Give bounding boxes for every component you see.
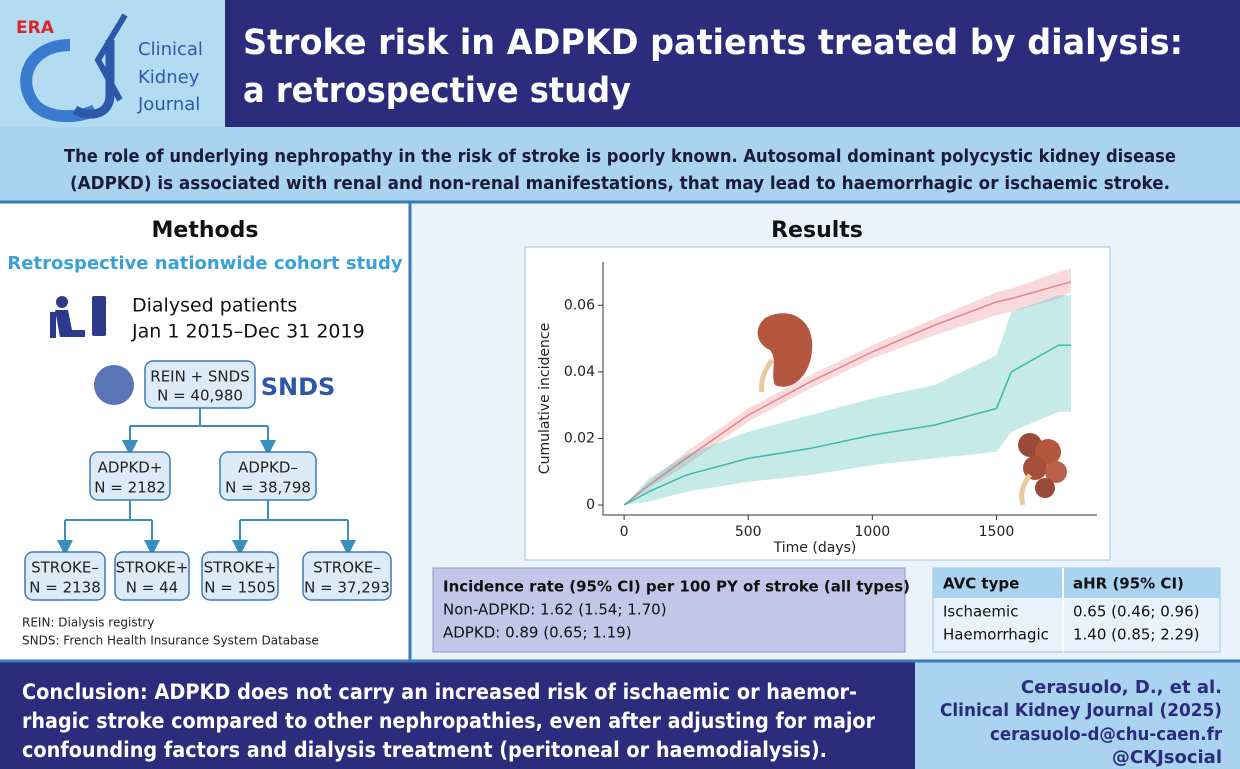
title: Stroke risk in ADPKD patients treated by… [243, 23, 1183, 63]
citation: Cerasuolo, D., et al. [1021, 677, 1222, 698]
citation: Clinical Kidney Journal (2025) [940, 700, 1222, 721]
table-cell: 1.40 (0.85; 2.29) [1073, 626, 1200, 644]
snds-logo: SNDS [261, 373, 336, 401]
note: SNDS: French Health Insurance System Dat… [22, 634, 319, 648]
table-cell: Haemorrhagic [943, 626, 1049, 644]
ci-band [624, 268, 1071, 506]
incidence-row: Non-ADPKD: 1.62 (1.54; 1.70) [443, 601, 667, 619]
logo-text: Journal [137, 94, 200, 115]
y-tick-label: 0.06 [564, 297, 595, 313]
box-text: ADPKD– [238, 459, 298, 477]
box-text: STROKE– [31, 559, 99, 577]
citation-bg [915, 660, 1240, 769]
incidence-box [432, 567, 906, 653]
dialysis-icon [50, 296, 106, 338]
outcome-box [114, 551, 190, 601]
title: a retrospective study [243, 71, 631, 111]
box-text: ADPKD+ [98, 459, 163, 477]
box-text: N = 2182 [94, 479, 166, 497]
box-text: N = 1505 [204, 579, 276, 597]
connector [130, 408, 268, 427]
logo-org: ERA [16, 18, 55, 38]
rein-icon [94, 365, 134, 405]
line [623, 281, 1072, 506]
box-text: REIN + SNDS [150, 368, 249, 386]
methods-heading: Methods [152, 218, 259, 243]
methods-subtitle: Retrospective nationwide cohort study [7, 253, 402, 274]
x-axis-label: Time (days) [773, 540, 857, 556]
outcome-box [302, 551, 392, 601]
patients-text: Dialysed patients [132, 295, 297, 317]
logo-text: Kidney [138, 67, 200, 88]
box-text: STROKE– [313, 559, 381, 577]
citation: cerasuolo-d@chu-caen.fr [990, 724, 1222, 745]
kidney-healthy [757, 313, 813, 393]
box-text: N = 38,798 [225, 479, 311, 497]
box-text: N = 44 [126, 579, 178, 597]
y-tick-label: 0 [586, 497, 595, 513]
box-text: STROKE+ [116, 559, 189, 577]
results-heading: Results [771, 218, 863, 243]
x-tick-label: 1500 [979, 524, 1015, 540]
box-text: N = 37,293 [304, 579, 390, 597]
note: REIN: Dialysis registry [22, 616, 154, 630]
intro-bg [0, 127, 1240, 201]
conclusion-text: Conclusion: ADPKD does not carry an incr… [22, 680, 857, 704]
chart: 0 0.02 0.04 0.06 0 500 1000 1500 Time (days) Cumu… [537, 262, 1097, 556]
table-cell: 0.65 (0.46; 0.96) [1073, 603, 1200, 621]
box-text: STROKE+ [204, 559, 277, 577]
conclusion-text: rhagic stroke compared to other nephropa… [22, 709, 876, 733]
table-header: aHR (95% CI) [1073, 575, 1184, 593]
patients-text: Jan 1 2015–Dec 31 2019 [131, 321, 365, 343]
x-tick-label: 1000 [855, 524, 891, 540]
logo-c [20, 39, 98, 123]
intro-text: The role of underlying nephropathy in th… [64, 146, 1176, 167]
outcome-box [24, 551, 106, 601]
intro-text: (ADPKD) is associated with renal and non… [70, 173, 1170, 194]
table-header: AVC type [943, 575, 1019, 593]
line [623, 344, 1071, 506]
chart-panel [524, 246, 1111, 561]
box-text: N = 2138 [29, 579, 101, 597]
y-tick-label: 0.02 [564, 430, 595, 446]
box-text: N = 40,980 [157, 387, 243, 405]
outcome-box [201, 551, 279, 601]
logo-k [94, 13, 128, 102]
y-tick-label: 0.04 [564, 364, 595, 380]
ci-band [624, 295, 1071, 506]
logo-j [72, 40, 115, 119]
incidence-row: ADPKD: 0.89 (0.65; 1.19) [443, 624, 632, 642]
kidney-cystic [1018, 433, 1067, 506]
x-tick-label: 0 [620, 524, 629, 540]
x-tick-label: 500 [735, 524, 762, 540]
hr-table-header [933, 568, 1220, 598]
conclusion-text: confounding factors and dialysis treatme… [22, 738, 827, 762]
y-axis-label: Cumulative incidence [537, 323, 553, 474]
citation: @CKJsocial [1112, 747, 1222, 768]
logo-text: Clinical [138, 39, 203, 60]
incidence-title: Incidence rate (95% CI) per 100 PY of st… [443, 578, 910, 596]
connector [65, 500, 348, 521]
table-cell: Ischaemic [943, 603, 1018, 621]
